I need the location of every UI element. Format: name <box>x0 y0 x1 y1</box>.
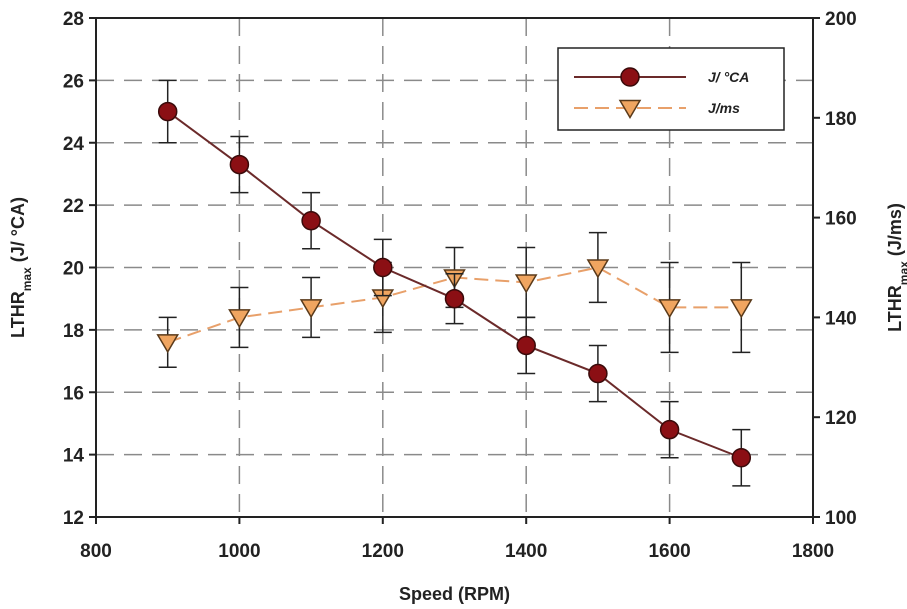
axis-ticks: 800 1000 1200 1400 1600 1800 12 14 16 18 20 22 24 26 2… <box>63 9 857 562</box>
data-point <box>729 299 753 319</box>
y-axis-left-label-rest: (J/ °CA) <box>8 197 28 267</box>
y-left-tick-label: 14 <box>63 446 85 467</box>
data-point <box>299 299 323 319</box>
x-tick-label: 1200 <box>362 541 404 562</box>
y-axis-left-label-sub: max <box>20 267 34 291</box>
series-jca <box>157 79 752 487</box>
data-point <box>659 419 680 440</box>
data-point <box>731 447 752 468</box>
data-point <box>373 257 393 278</box>
y-left-tick-label: 28 <box>63 9 84 30</box>
y-right-tick-label: 140 <box>825 308 857 329</box>
data-point <box>156 334 180 354</box>
legend-box <box>557 47 785 131</box>
data-point <box>157 101 178 122</box>
y-axis-right-label: LTHRmax (J/ms) <box>885 203 907 332</box>
y-right-tick-label: 180 <box>825 109 857 130</box>
y-axis-left-label: LTHRmax (J/ °CA) <box>8 197 34 338</box>
y-left-tick-label: 16 <box>63 383 84 404</box>
y-right-tick-label: 120 <box>825 408 857 429</box>
y-axis-right-label-sub: max <box>897 261 907 285</box>
data-point <box>444 288 465 309</box>
legend-marker-jms <box>618 99 642 119</box>
y-axis-right-label-rest: (J/ms) <box>885 203 905 261</box>
data-point <box>301 210 321 231</box>
data-point <box>586 259 610 279</box>
x-tick-label: 1800 <box>792 541 834 562</box>
data-point <box>516 335 536 356</box>
data-point <box>228 309 251 329</box>
y-left-tick-label: 18 <box>63 321 84 342</box>
y-right-tick-label: 200 <box>825 9 857 30</box>
y-axis-left-label-main: LTHR <box>8 291 28 338</box>
y-right-tick-label: 160 <box>825 209 857 230</box>
data-point <box>514 274 538 294</box>
y-left-tick-label: 24 <box>63 134 85 155</box>
legend-marker-jca <box>620 67 640 87</box>
legend-label-jms: J/ms <box>708 100 740 116</box>
x-tick-label: 800 <box>80 541 112 562</box>
series-jms <box>156 231 753 369</box>
y-left-tick-label: 12 <box>63 508 84 529</box>
y-left-tick-label: 26 <box>63 71 84 92</box>
y-left-tick-label: 20 <box>63 259 84 280</box>
series-layer <box>156 79 753 487</box>
data-point <box>229 154 250 175</box>
data-point <box>658 299 681 319</box>
data-point <box>588 363 608 384</box>
x-tick-label: 1000 <box>218 541 260 562</box>
x-tick-label: 1400 <box>505 541 547 562</box>
y-axis-right-label-main: LTHR <box>885 285 905 332</box>
legend: J/ °CA J/ms <box>557 47 785 131</box>
legend-label-jca: J/ °CA <box>708 69 749 85</box>
x-tick-label: 1600 <box>648 541 690 562</box>
y-right-tick-label: 100 <box>825 508 857 529</box>
y-left-tick-label: 22 <box>63 196 84 217</box>
x-axis-label: Speed (RPM) <box>399 584 510 604</box>
